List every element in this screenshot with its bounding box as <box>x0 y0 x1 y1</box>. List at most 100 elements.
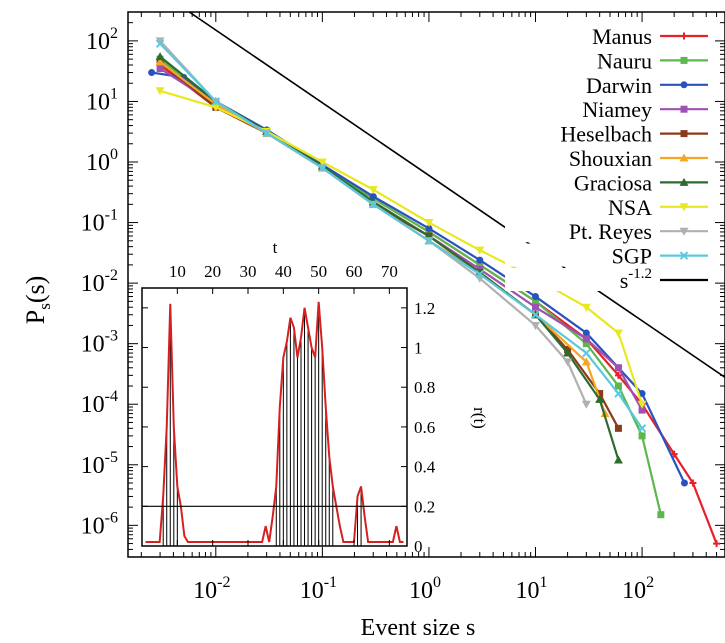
data-point <box>155 52 165 61</box>
legend-swatch-marker <box>679 227 689 236</box>
data-point <box>638 406 646 414</box>
data-point <box>211 103 221 112</box>
data-point <box>476 256 484 264</box>
inset-x-tick-label: 30 <box>240 262 257 281</box>
legend-bg <box>505 243 667 267</box>
legend-label: Pt. Reyes <box>569 219 652 244</box>
legend-swatch-marker <box>680 130 688 138</box>
inset-x-tick-label: 50 <box>310 262 327 281</box>
inset-y-tick-label: 1.2 <box>414 299 435 318</box>
inset-axis-ticks: 10 20 30 40 50 60 70 0 0.2 0.4 0.6 0.8 1 1.2 <box>142 262 436 556</box>
series-sgp <box>155 39 647 433</box>
legend-entry-pt-reyes: Pt. Reyes <box>505 219 708 244</box>
data-point <box>614 364 622 372</box>
data-point <box>475 270 484 279</box>
legend-label: Nauru <box>597 48 652 73</box>
legend-swatch-marker <box>680 105 688 113</box>
legend-bg <box>505 48 667 72</box>
inset-y-tick-label: 0.6 <box>414 418 435 437</box>
legend-entry-nauru: Nauru <box>505 48 708 73</box>
legend-swatch-marker <box>679 203 689 212</box>
legend-swatch-marker <box>680 56 688 64</box>
data-point <box>563 358 573 367</box>
legend-label: Graciosa <box>574 170 652 195</box>
legend: ManusNauruDarwinNiameyHeselbachShouxianG… <box>505 24 708 293</box>
legend-entry-heselbach: Heselbach <box>505 121 708 147</box>
data-point <box>424 236 434 245</box>
data-point <box>369 192 377 200</box>
data-point <box>211 97 221 106</box>
legend-bg <box>505 194 667 218</box>
inset-x-tick-label: 20 <box>204 262 221 281</box>
data-point <box>262 128 271 138</box>
data-point <box>531 321 541 330</box>
x-tick-label: 10-1 <box>300 574 337 604</box>
inset-x-tick-label: 60 <box>346 262 363 281</box>
data-point <box>318 163 327 173</box>
legend-bg <box>505 97 667 121</box>
y-tick-label: 102 <box>86 25 118 55</box>
data-point <box>148 69 156 77</box>
data-point <box>368 186 378 195</box>
data-point <box>600 409 610 418</box>
main-series-group <box>148 12 725 548</box>
y-tick-label: 10-6 <box>81 509 118 539</box>
data-point <box>532 293 540 301</box>
data-point <box>638 390 646 398</box>
data-point <box>563 348 573 357</box>
data-point <box>155 87 165 96</box>
legend-bg <box>505 219 667 243</box>
inset-y-tick-label: 0.4 <box>414 458 436 477</box>
x-tick-label: 100 <box>409 574 441 604</box>
legend-entry-s: s-1.2 <box>505 266 708 293</box>
legend-swatch-marker <box>679 153 689 162</box>
data-point <box>582 329 590 337</box>
legend-label: Darwin <box>586 73 652 98</box>
inset-r-line <box>145 301 404 544</box>
data-point <box>532 303 540 311</box>
data-point <box>531 310 540 319</box>
data-point <box>638 432 646 440</box>
y-axis-label: Ps(s) <box>21 276 54 325</box>
legend-bg <box>505 121 667 145</box>
y-tick-label: 10-1 <box>81 207 118 237</box>
legend-swatch-marker <box>680 81 688 89</box>
y-tick-label: 101 <box>86 85 118 115</box>
data-point <box>532 297 540 305</box>
legend-swatch-marker <box>679 251 689 260</box>
data-point <box>680 479 688 487</box>
data-point <box>424 219 434 228</box>
data-point <box>581 357 591 366</box>
legend-entry-darwin: Darwin <box>505 72 708 98</box>
data-point <box>657 511 665 519</box>
data-point <box>156 65 164 73</box>
legend-label: SGP <box>612 244 652 269</box>
x-tick-label: 10-2 <box>193 574 230 604</box>
legend-bg <box>505 72 667 96</box>
legend-entry-graciosa: Graciosa <box>505 170 708 195</box>
data-point <box>476 261 484 269</box>
inset-x-tick-label: 70 <box>381 262 398 281</box>
legend-entry-niamey: Niamey <box>505 97 708 122</box>
data-point <box>637 400 647 409</box>
data-point <box>713 540 721 548</box>
data-point <box>614 424 622 432</box>
inset-bars-group <box>142 301 407 546</box>
data-point <box>637 424 647 433</box>
data-point <box>155 37 165 46</box>
data-point <box>613 455 623 464</box>
legend-entry-nsa: NSA <box>505 194 708 220</box>
legend-bg <box>505 268 667 291</box>
legend-bg <box>505 170 667 194</box>
legend-label: s-1.2 <box>620 266 652 293</box>
data-point <box>155 39 165 48</box>
x-tick-label: 102 <box>622 574 654 604</box>
data-point <box>155 57 165 66</box>
legend-entry-manus: Manus <box>505 24 708 49</box>
data-point <box>582 348 591 358</box>
inset-y-tick-label: 1 <box>414 339 423 358</box>
data-point <box>582 335 590 343</box>
x-axis-label: Event size s <box>361 615 476 641</box>
data-point <box>614 371 622 379</box>
legend-entry-sgp: SGP <box>505 243 708 269</box>
